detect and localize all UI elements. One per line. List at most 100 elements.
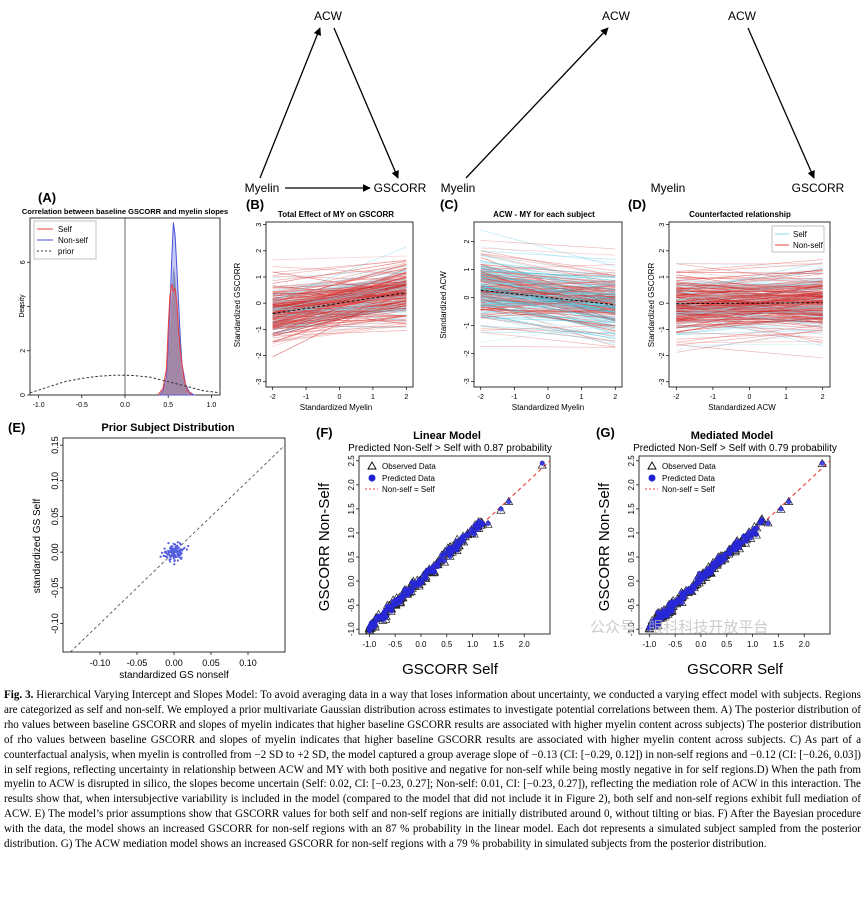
predicted-point (460, 533, 466, 539)
subject-line (272, 304, 407, 326)
y-axis-label: Standardized ACW (439, 271, 448, 339)
scatter-point (160, 551, 164, 554)
subject-line (272, 266, 407, 275)
x-tick-label: 0 (338, 394, 342, 401)
scatter-point (168, 560, 172, 563)
y-tick-label: -3 (659, 379, 666, 385)
y-tick-label: -2 (659, 352, 666, 358)
predicted-point (506, 499, 512, 505)
x-axis-label: GSCORR Self (402, 661, 499, 678)
y-tick-label: 0 (20, 393, 27, 397)
subject-line (480, 300, 616, 308)
diagram-arrow-myelin-acw (259, 27, 322, 179)
subject-line (480, 315, 616, 340)
subject-line (272, 315, 407, 335)
diagram-arrow-acw-gscorr (333, 27, 399, 179)
predicted-point (376, 614, 382, 620)
predicted-point (456, 541, 462, 547)
x-axis-label: GSCORR Self (687, 661, 784, 678)
chart-title: Counterfacted relationship (689, 210, 791, 219)
subject-line (676, 283, 823, 297)
identity-line (648, 460, 831, 630)
panel-label: (D) (628, 197, 646, 212)
predicted-point (662, 611, 668, 617)
y-tick-label: 1.5 (627, 503, 636, 515)
subject-line (272, 324, 407, 343)
subject-line (676, 343, 823, 346)
y-tick-label: -0.10 (50, 613, 60, 634)
predicted-point (406, 588, 412, 594)
x-tick-label: -1 (511, 394, 517, 401)
subject-line (676, 313, 823, 320)
scatter-point (176, 559, 179, 562)
subject-line (480, 325, 616, 335)
chart-title: Mediated Model (691, 430, 774, 442)
scatter-point (171, 552, 174, 556)
y-tick-label: 2 (256, 249, 263, 253)
subject-line (480, 331, 616, 334)
subject-line (480, 288, 616, 309)
scatter-point (174, 555, 178, 559)
subject-line (480, 247, 616, 256)
y-tick-label: 0.0 (347, 575, 356, 587)
subject-line (272, 271, 407, 295)
x-tick-label: 1 (580, 394, 584, 401)
caption-text: Hierarchical Varying Intercept and Slope… (4, 689, 861, 851)
scatter-point (171, 549, 174, 552)
x-tick-label: 0.0 (695, 640, 707, 649)
predicted-point (748, 535, 754, 541)
legend-label-self: Self (793, 230, 808, 239)
x-axis-label: Standardized Myelin (512, 403, 584, 412)
x-tick-label: -1 (710, 394, 716, 401)
subject-line (272, 282, 407, 311)
y-tick-label: 2.5 (347, 455, 356, 467)
predicted-point (669, 603, 675, 609)
predicted-point (705, 566, 712, 572)
subject-line (480, 309, 616, 314)
subject-line (676, 285, 823, 290)
y-tick-label: -0.5 (347, 598, 356, 612)
predicted-point (368, 621, 375, 627)
legend-swatch-predicted (368, 474, 376, 482)
predicted-point (646, 625, 652, 631)
causal-diagram-2: ACW Myelin (441, 9, 631, 195)
subject-line (676, 294, 823, 299)
x-tick-label: 0.0 (415, 640, 427, 649)
predicted-point (397, 596, 403, 602)
scatter-point (182, 548, 185, 551)
subject-line (676, 325, 823, 331)
x-tick-label: 0.05 (202, 658, 220, 668)
subject-line (676, 279, 823, 305)
subject-line (480, 295, 616, 320)
subject-line (272, 260, 407, 273)
subject-line (480, 308, 616, 323)
x-tick-label: 1 (784, 394, 788, 401)
subject-line (676, 270, 823, 281)
y-axis-label: Density (19, 294, 26, 318)
scatter-point (163, 547, 166, 550)
x-tick-label: -1 (303, 394, 309, 401)
subject-lines (272, 246, 407, 358)
subject-line (480, 275, 616, 287)
subject-line (676, 271, 823, 274)
subject-line (480, 292, 616, 299)
y-tick-label: 0.00 (50, 543, 60, 561)
predicted-point (485, 520, 491, 526)
subject-line (480, 273, 616, 299)
subject-line (272, 303, 407, 315)
y-axis-label: standardized GS Self (32, 499, 43, 594)
y-tick-label: 0.0 (627, 575, 636, 587)
legend-label-nonself: Non-self (58, 236, 89, 245)
predicted-point (694, 579, 700, 585)
chart-title: Linear Model (413, 430, 481, 442)
subject-line (272, 330, 407, 336)
subject-line (272, 312, 407, 317)
subject-line (676, 290, 823, 293)
scatter-point (185, 548, 188, 551)
subject-line (676, 329, 823, 353)
subject-line (272, 275, 407, 288)
subject-line (272, 296, 407, 317)
subject-line (480, 308, 616, 318)
subject-line (272, 276, 407, 307)
subject-line (676, 300, 823, 329)
